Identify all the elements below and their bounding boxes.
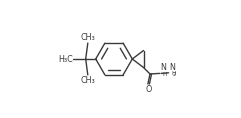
Text: CH₃: CH₃ [81,76,95,85]
Text: O: O [145,85,152,94]
Text: N: N [160,63,166,72]
Text: H: H [162,72,167,77]
Text: H₃C: H₃C [58,55,73,63]
Text: 2: 2 [172,72,175,77]
Text: N: N [169,63,175,72]
Text: CH₃: CH₃ [81,33,95,42]
Text: H: H [171,72,175,76]
